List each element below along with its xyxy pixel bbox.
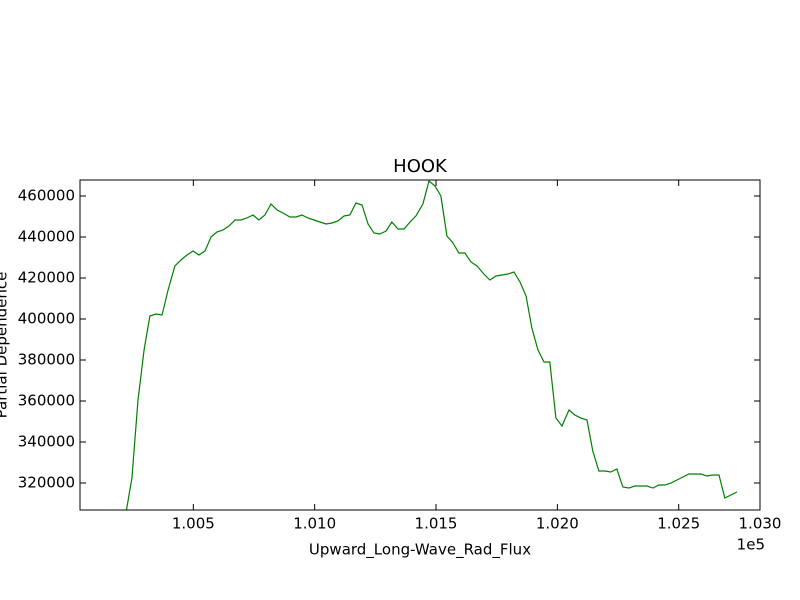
x-axis-label: Upward_Long-Wave_Rad_Flux [309, 541, 531, 560]
y-axis-label: Partial Dependence [0, 272, 11, 419]
y-tick-label: 320000 [18, 474, 75, 492]
y-tick-label: 460000 [18, 186, 75, 204]
x-tick-label: 1.030 [739, 515, 782, 533]
chart-title: HOOK [393, 156, 448, 177]
x-tick-label: 1.010 [293, 515, 336, 533]
y-tick-label: 420000 [18, 268, 75, 286]
y-tick-label: 360000 [18, 391, 75, 409]
y-tick-label: 340000 [18, 432, 75, 450]
x-tick-label: 1.020 [536, 515, 579, 533]
data-line [125, 180, 738, 510]
x-tick-label: 1.005 [172, 515, 215, 533]
x-tick-label: 1.015 [415, 515, 458, 533]
plot-frame [79, 179, 761, 511]
x-tick-label: 1.025 [657, 515, 700, 533]
x-offset-label: 1e5 [737, 536, 765, 554]
y-tick-label: 440000 [18, 227, 75, 245]
y-tick-label: 380000 [18, 350, 75, 368]
y-tick-label: 400000 [18, 309, 75, 327]
